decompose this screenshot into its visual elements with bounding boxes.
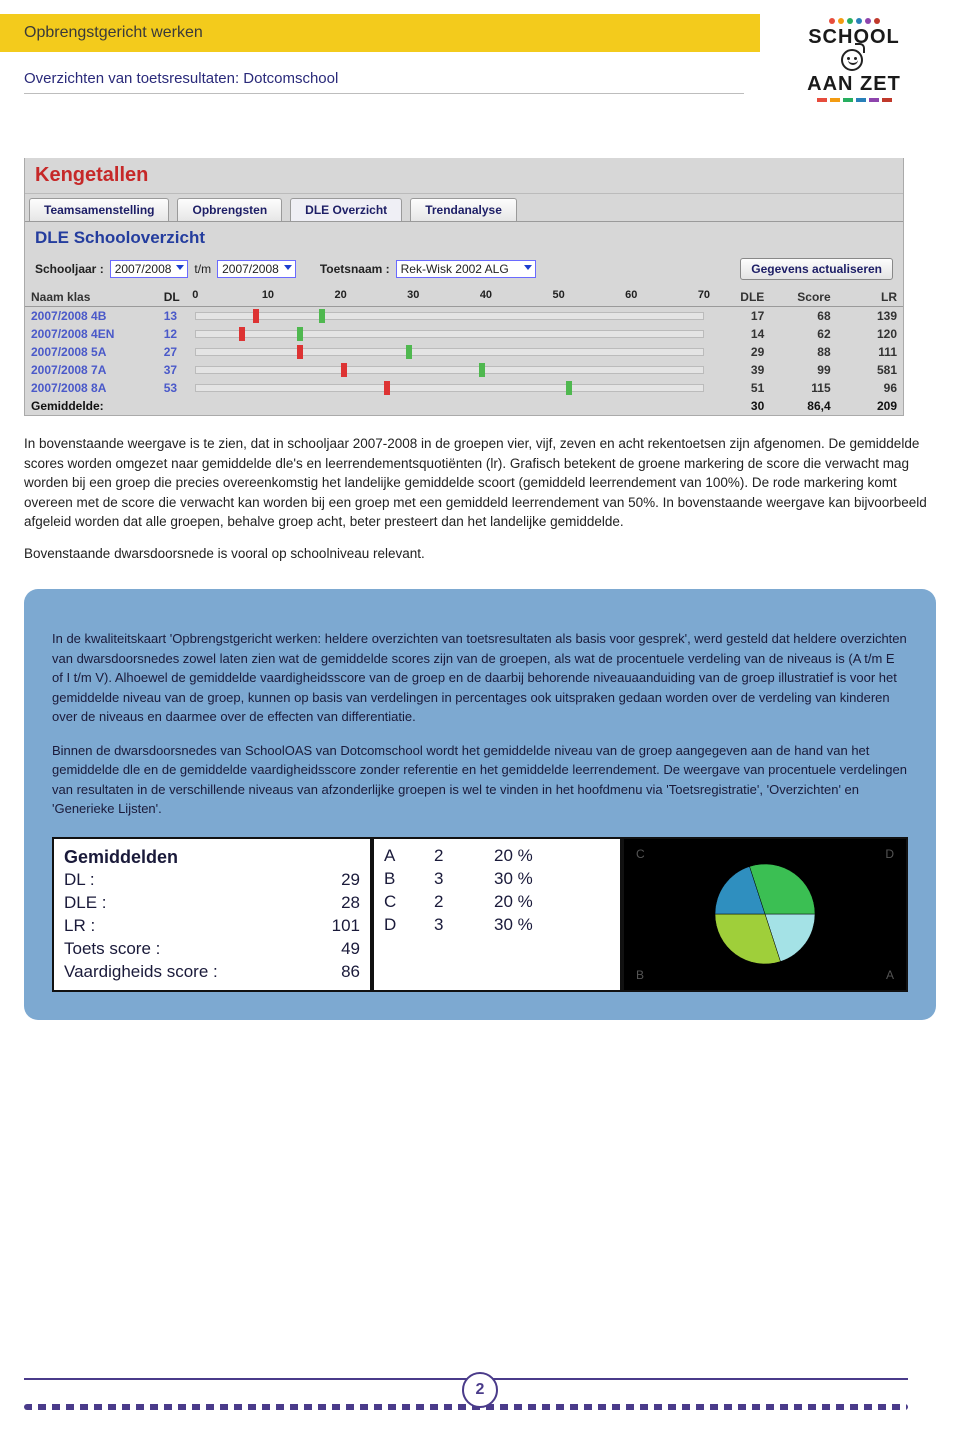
gemiddelden-box: Gemiddelden DL :29DLE :28LR :101Toets sc… <box>52 837 372 992</box>
col-lr: LR <box>837 288 903 307</box>
actualiseren-button[interactable]: Gegevens actualiseren <box>740 258 893 280</box>
select-schooljaar-from[interactable]: 2007/2008 <box>110 260 189 278</box>
dle-table: Naam klas DL 010203040506070 DLE Score L… <box>25 288 903 415</box>
levels-items: A220 %B330 %C220 %D330 % <box>384 845 610 937</box>
body-paragraphs: In bovenstaande weergave is te zien, dat… <box>24 434 936 563</box>
gemiddelden-items: DL :29DLE :28LR :101Toets score :49Vaard… <box>64 869 360 984</box>
level-row: B330 % <box>384 868 610 891</box>
axis-ticks: 010203040506070 <box>195 289 704 305</box>
table-row-average: Gemiddelde:3086,4209 <box>25 397 903 415</box>
table-row: 2007/2008 8A535111596 <box>25 379 903 397</box>
table-row: 2007/2008 7A373999581 <box>25 361 903 379</box>
pie-label-a: A <box>886 966 894 984</box>
levels-box: A220 %B330 %C220 %D330 % <box>372 837 622 992</box>
paragraph: In bovenstaande weergave is te zien, dat… <box>24 434 936 532</box>
paragraph: Bovenstaande dwarsdoorsnede is vooral op… <box>24 544 936 564</box>
pie-chart <box>710 859 820 969</box>
select-toetsnaam[interactable]: Rek-Wisk 2002 ALG <box>396 260 536 278</box>
header-title: Opbrengstgericht werken <box>24 24 203 42</box>
callout-paragraph: Binnen de dwarsdoorsnedes van SchoolOAS … <box>52 741 908 819</box>
dle-controls: Schooljaar : 2007/2008 t/m 2007/2008 Toe… <box>25 254 903 288</box>
tab-dle-overzicht[interactable]: DLE Overzicht <box>290 198 402 221</box>
gemiddelden-row: DL :29 <box>64 869 360 892</box>
level-row: C220 % <box>384 891 610 914</box>
gemiddelden-row: Vaardigheids score :86 <box>64 961 360 984</box>
dle-section-title: DLE Schooloverzicht <box>25 222 903 254</box>
header-bar: Opbrengstgericht werken <box>0 14 760 52</box>
subtitle-block: Overzichten van toetsresultaten: Dotcoms… <box>24 70 744 94</box>
tabs-row: Teamsamenstelling Opbrengsten DLE Overzich… <box>25 194 903 222</box>
level-row: A220 % <box>384 845 610 868</box>
tm-label: t/m <box>194 262 211 276</box>
gemiddelden-row: LR :101 <box>64 915 360 938</box>
page-subtitle: Overzichten van toetsresultaten: Dotcoms… <box>24 70 744 91</box>
stats-row: Gemiddelden DL :29DLE :28LR :101Toets sc… <box>52 837 908 992</box>
tab-opbrengsten[interactable]: Opbrengsten <box>177 198 282 221</box>
table-row: 2007/2008 4B131768139 <box>25 307 903 326</box>
logo-line2: AAN ZET <box>800 73 908 96</box>
table-row: 2007/2008 5A272988111 <box>25 343 903 361</box>
col-bar: 010203040506070 <box>195 288 704 307</box>
page-number: 2 <box>462 1372 498 1408</box>
toets-label: Toetsnaam : <box>320 262 390 276</box>
dle-table-body: 2007/2008 4B1317681392007/2008 4EN121462… <box>25 307 903 416</box>
schooljaar-label: Schooljaar : <box>35 262 104 276</box>
kengetallen-title: Kengetallen <box>25 158 903 194</box>
col-naam: Naam klas <box>25 288 158 307</box>
pie-label-c: C <box>636 845 645 863</box>
dle-table-header-row: Naam klas DL 010203040506070 DLE Score L… <box>25 288 903 307</box>
col-dle: DLE <box>704 288 770 307</box>
col-score: Score <box>770 288 836 307</box>
footer-dotline <box>24 1404 908 1410</box>
logo-bars <box>800 98 908 102</box>
callout-box: In de kwaliteitskaart 'Opbrengstgericht … <box>24 589 936 1019</box>
pie-label-b: B <box>636 966 644 984</box>
divider <box>24 93 744 94</box>
pie-label-d: D <box>885 845 894 863</box>
gemiddelden-row: Toets score :49 <box>64 938 360 961</box>
brand-logo: SCHOOL AAN ZET <box>800 18 908 102</box>
table-row: 2007/2008 4EN121462120 <box>25 325 903 343</box>
select-schooljaar-to[interactable]: 2007/2008 <box>217 260 296 278</box>
tab-teamsamenstelling[interactable]: Teamsamenstelling <box>29 198 169 221</box>
gemiddelden-row: DLE :28 <box>64 892 360 915</box>
logo-dots <box>800 18 908 24</box>
logo-line1: SCHOOL <box>800 26 908 73</box>
gemiddelden-title: Gemiddelden <box>64 845 360 869</box>
kengetallen-panel: Kengetallen Teamsamenstelling Opbrengsten… <box>24 158 904 416</box>
pie-box: C D A B <box>622 837 908 992</box>
level-row: D330 % <box>384 914 610 937</box>
callout-paragraph: In de kwaliteitskaart 'Opbrengstgericht … <box>52 629 908 727</box>
tab-trendanalyse[interactable]: Trendanalyse <box>410 198 517 221</box>
